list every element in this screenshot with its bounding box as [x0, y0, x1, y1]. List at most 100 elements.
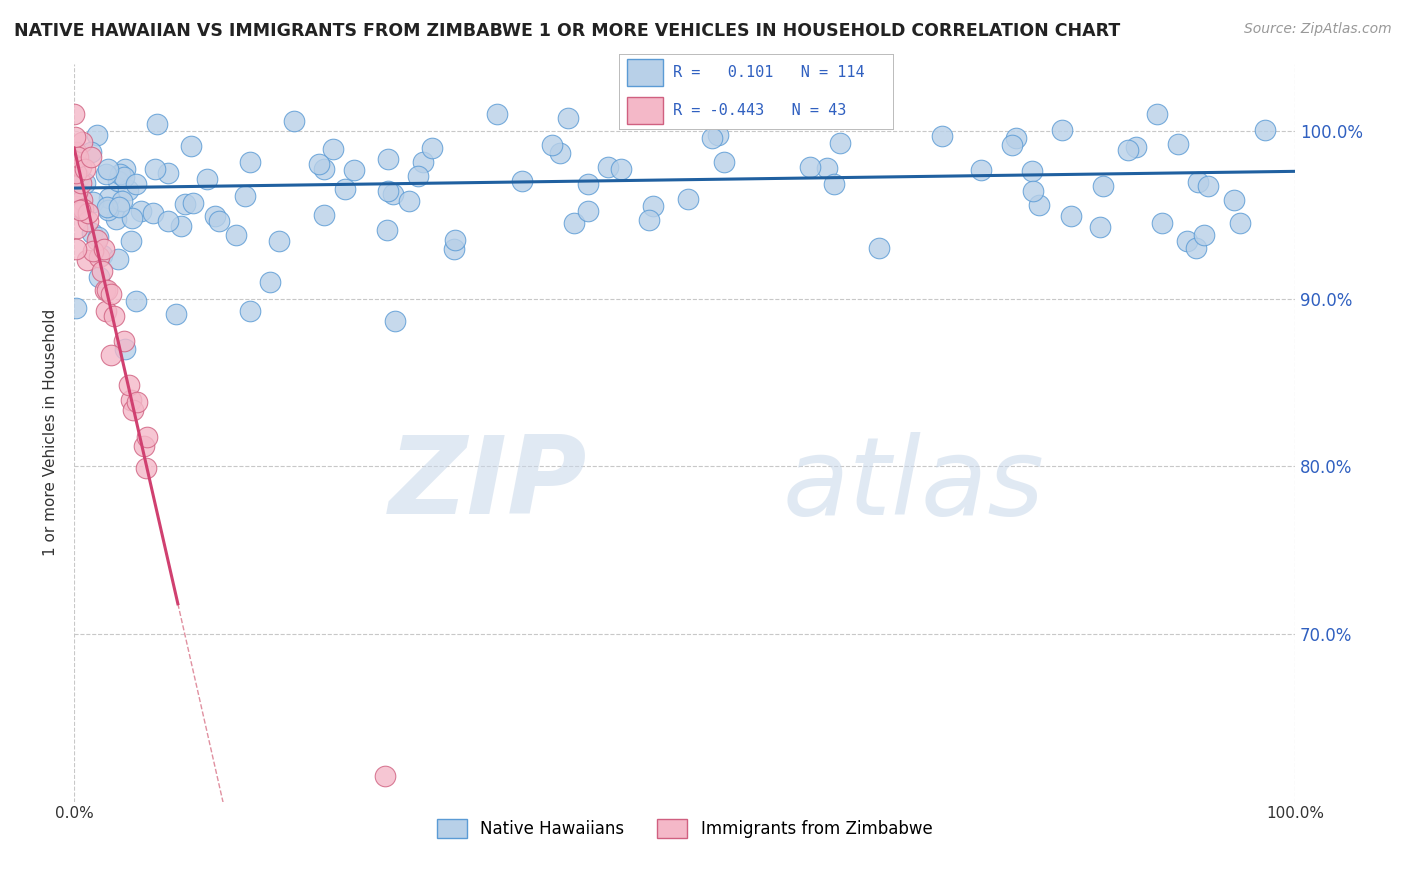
Point	[1254, 122, 1277, 136]
Point	[239, 155, 262, 169]
Point	[63, 153, 86, 168]
Point	[96, 200, 118, 214]
Point	[77, 214, 100, 228]
Point	[823, 177, 845, 191]
Point	[65, 199, 87, 213]
Point	[1088, 220, 1111, 235]
Point	[678, 192, 700, 206]
Text: Source: ZipAtlas.com: Source: ZipAtlas.com	[1244, 22, 1392, 37]
Point	[374, 769, 396, 783]
Point	[100, 286, 122, 301]
Point	[66, 186, 89, 200]
Point	[233, 189, 256, 203]
Point	[1223, 193, 1246, 207]
Point	[135, 461, 157, 475]
Point	[308, 157, 330, 171]
Point	[122, 402, 145, 417]
Point	[1146, 107, 1168, 121]
Point	[108, 200, 131, 214]
Point	[1152, 216, 1174, 230]
Point	[112, 334, 135, 348]
Point	[267, 234, 290, 248]
Point	[111, 194, 134, 208]
Point	[136, 430, 159, 444]
Point	[65, 130, 87, 145]
Point	[1197, 178, 1219, 193]
Point	[117, 183, 139, 197]
Text: atlas: atlas	[782, 432, 1045, 537]
Point	[165, 307, 187, 321]
Point	[377, 184, 399, 198]
Point	[97, 203, 120, 218]
Point	[142, 206, 165, 220]
Point	[541, 138, 564, 153]
Point	[830, 136, 852, 150]
Point	[1229, 216, 1251, 230]
Point	[87, 250, 110, 264]
Point	[1175, 234, 1198, 248]
Point	[562, 216, 585, 230]
Point	[239, 304, 262, 318]
Point	[1021, 163, 1043, 178]
Point	[72, 202, 94, 217]
Point	[110, 167, 132, 181]
Point	[799, 160, 821, 174]
Point	[82, 195, 104, 210]
Point	[86, 128, 108, 143]
Point	[576, 204, 599, 219]
Point	[598, 160, 620, 174]
Point	[183, 196, 205, 211]
Text: NATIVE HAWAIIAN VS IMMIGRANTS FROM ZIMBABWE 1 OR MORE VEHICLES IN HOUSEHOLD CORR: NATIVE HAWAIIAN VS IMMIGRANTS FROM ZIMBA…	[14, 22, 1121, 40]
Point	[225, 227, 247, 242]
Point	[485, 107, 508, 121]
Text: ZIP: ZIP	[388, 432, 586, 538]
Point	[69, 194, 91, 208]
Point	[66, 221, 89, 235]
Point	[174, 197, 197, 211]
Point	[412, 154, 434, 169]
Point	[557, 111, 579, 125]
Point	[637, 212, 659, 227]
Point	[80, 227, 103, 241]
Point	[641, 199, 664, 213]
Point	[65, 301, 87, 315]
Point	[107, 174, 129, 188]
Point	[94, 167, 117, 181]
Point	[1050, 122, 1073, 136]
Point	[69, 202, 91, 217]
Point	[1125, 139, 1147, 153]
Point	[1004, 130, 1026, 145]
Point	[815, 161, 838, 175]
Point	[63, 158, 86, 172]
Point	[105, 212, 128, 227]
Point	[420, 141, 443, 155]
Point	[157, 166, 180, 180]
Point	[65, 145, 87, 159]
Point	[77, 206, 100, 220]
Point	[96, 304, 118, 318]
Point	[1092, 178, 1115, 193]
Point	[90, 248, 112, 262]
Point	[82, 244, 104, 258]
Text: R =   0.101   N = 114: R = 0.101 N = 114	[673, 65, 865, 80]
Point	[86, 234, 108, 248]
Point	[63, 157, 86, 171]
Point	[66, 150, 89, 164]
Point	[512, 174, 534, 188]
Point	[384, 314, 406, 328]
Point	[70, 135, 93, 149]
Point	[96, 283, 118, 297]
Point	[1022, 184, 1045, 198]
Point	[67, 169, 90, 184]
Point	[114, 162, 136, 177]
Point	[1184, 241, 1206, 255]
Bar	[627, 59, 662, 87]
Point	[131, 204, 153, 219]
Point	[69, 202, 91, 216]
Point	[120, 392, 142, 407]
Bar	[627, 96, 662, 124]
Point	[125, 395, 148, 409]
Point	[114, 342, 136, 356]
Point	[87, 270, 110, 285]
Point	[610, 162, 633, 177]
